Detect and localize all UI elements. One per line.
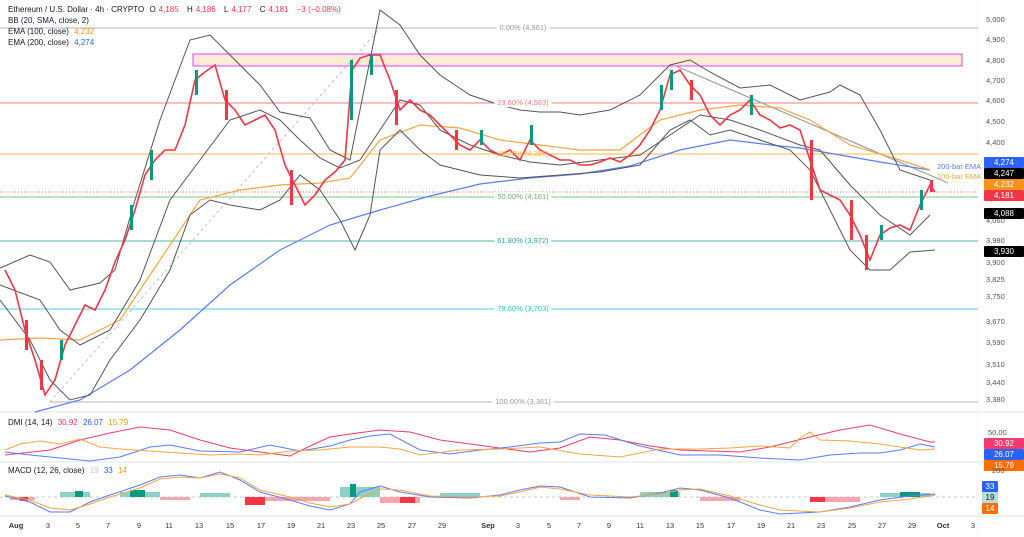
fib-50-label: 50.00% (4,161) [494,192,552,201]
bb-mid-price-tag: 4,088 [984,208,1024,219]
fib-38-2-label: 38.20% (4,350) [497,149,549,158]
fib-23-6-label: 23.60% (4,583) [494,98,552,107]
dmi-plus-di-tag: 26.07 [984,449,1024,460]
bb-upper-price-tag: 4,247 [984,168,1024,179]
ema200-price-tag: 4,274 [984,157,1024,168]
bb-legend[interactable]: BB (20, SMA, close, 2) [8,16,89,25]
macd-legend[interactable]: MACD (12, 26, close) 19 33 14 [8,466,127,475]
open-value: 4,185 [158,5,179,14]
dmi-adx-value: 30.92 [57,418,78,427]
macd-hist-tag: 19 [982,492,998,503]
fib-0-label: 0.00% (4,961) [496,23,550,32]
dmi-adx-tag: 30.92 [984,438,1024,449]
macd-line-value: 33 [103,466,113,475]
symbol-title: Ethereum / U.S. Dollar · 4h · CRYPTO [8,5,145,14]
high-value: 4,186 [195,5,216,14]
change-value: −3 (−0.08%) [296,5,341,14]
ema100-legend[interactable]: EMA (100, close) 4,232 [8,27,95,36]
dmi-legend[interactable]: DMI (14, 14) 30.92 26.07 15.79 [8,418,129,427]
fib-78-6-label: 78.60% (3,703) [494,304,552,313]
ema100-price-tag: 4,232 [984,179,1024,190]
ohlc-legend: Ethereum / U.S. Dollar · 4h · CRYPTO O 4,… [8,5,341,14]
close-value: 4,181 [268,5,289,14]
dmi-minus-di-tag: 15.79 [984,460,1024,471]
ema200-legend[interactable]: EMA (200, close) 4,274 [8,38,95,47]
low-value: 4,177 [231,5,252,14]
fib-100-label: 100.00% (3,361) [492,397,554,406]
dmi-plus-di-value: 26.07 [82,418,103,427]
macd-hist-value: 19 [89,466,99,475]
macd-line-tag: 33 [982,481,998,492]
dmi-axis-label: 50.00 [988,428,1007,437]
fib-61-8-label: 61.80% (3,972) [494,236,552,245]
ema100-value: 4,232 [74,27,95,36]
ema100-annotation: 100-bar EMA [937,172,982,181]
macd-axis-label: 200 [992,466,1005,475]
macd-signal-value: 14 [117,466,127,475]
ema200-annotation: 200-bar EMA [937,162,982,171]
dmi-minus-di-value: 15.79 [108,418,129,427]
macd-signal-tag: 14 [982,503,998,514]
last-price-tag: 4,181 [984,190,1024,201]
bb-lower-price-tag: 3,930 [984,246,1024,257]
ema200-value: 4,274 [74,38,95,47]
